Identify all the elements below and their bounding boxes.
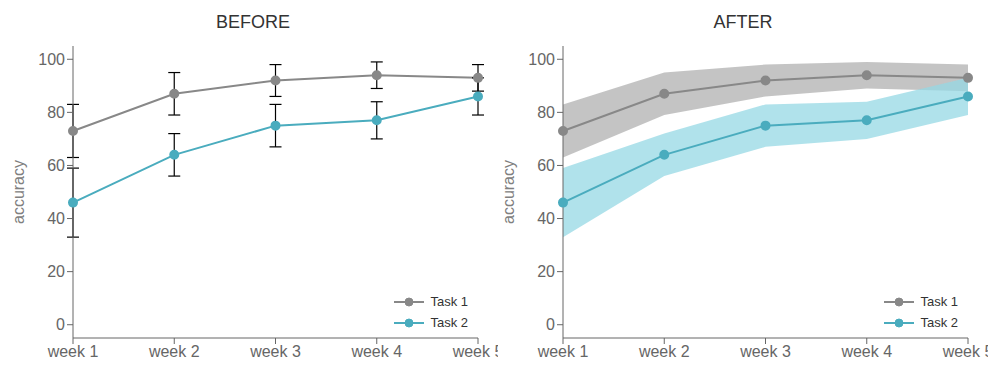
- svg-text:20: 20: [47, 263, 65, 280]
- html-text:Task 1: Task 1: [430, 294, 468, 309]
- svg-text:week 1: week 1: [537, 343, 589, 360]
- svg-text:week 4: week 4: [350, 343, 402, 360]
- svg-text:40: 40: [47, 210, 65, 227]
- svg-text:week 2: week 2: [638, 343, 690, 360]
- svg-text:week 2: week 2: [148, 343, 200, 360]
- html-text:Task 1: Task 1: [920, 294, 958, 309]
- svg-text:week 3: week 3: [249, 343, 301, 360]
- svg-text:80: 80: [47, 104, 65, 121]
- svg-text:week 4: week 4: [840, 343, 892, 360]
- html-text:Task 2: Task 2: [920, 315, 958, 330]
- svg-text:week 3: week 3: [739, 343, 791, 360]
- svg-text:40: 40: [537, 210, 555, 227]
- svg-text:week 5: week 5: [452, 343, 498, 360]
- svg-text:0: 0: [56, 316, 65, 333]
- svg-text:60: 60: [537, 157, 555, 174]
- html-text:AFTER: AFTER: [713, 12, 773, 32]
- svg-text:60: 60: [47, 157, 65, 174]
- svg-text:0: 0: [546, 316, 555, 333]
- svg-text:100: 100: [38, 51, 65, 68]
- html-text:Task 2: Task 2: [430, 315, 468, 330]
- svg-text:80: 80: [537, 104, 555, 121]
- svg-text:week 5: week 5: [942, 343, 988, 360]
- svg-text:accuracy: accuracy: [10, 160, 27, 224]
- svg-text:20: 20: [537, 263, 555, 280]
- svg-text:accuracy: accuracy: [500, 160, 517, 224]
- svg-text:week 1: week 1: [47, 343, 99, 360]
- html-text:BEFORE: BEFORE: [216, 12, 290, 32]
- svg-text:100: 100: [528, 51, 555, 68]
